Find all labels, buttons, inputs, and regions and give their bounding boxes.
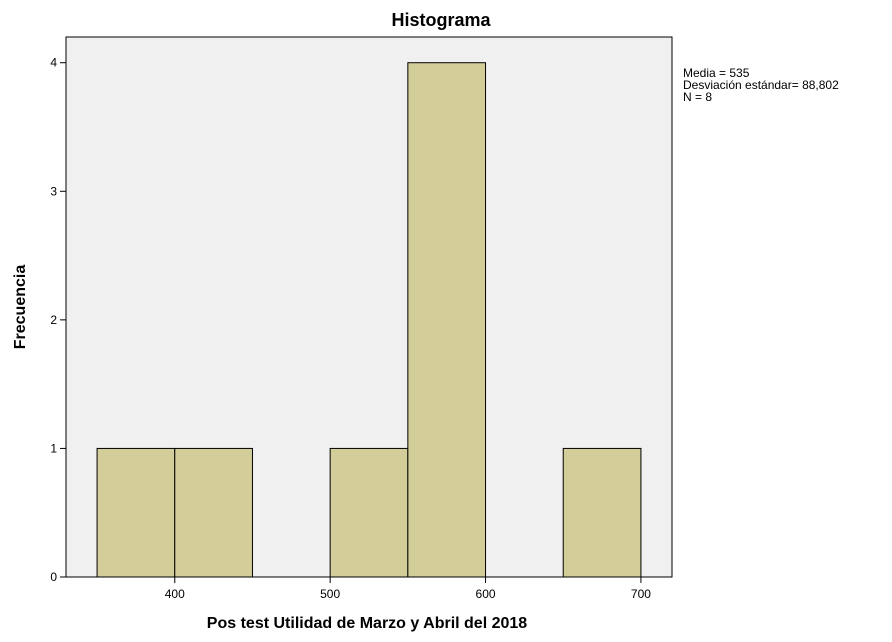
- x-tick-label: 500: [320, 587, 340, 601]
- y-tick-label: 3: [50, 184, 57, 198]
- bars-group: [96, 62, 642, 578]
- x-tick-label: 700: [631, 587, 651, 601]
- histogram-bar: [329, 447, 409, 578]
- stat-n: N = 8: [683, 90, 712, 104]
- y-tick-label: 1: [50, 441, 57, 455]
- histogram-bar: [96, 447, 176, 578]
- y-axis: 0 1 2 3 4: [50, 56, 66, 584]
- x-axis: 400 500 600 700: [165, 577, 651, 601]
- x-axis-label: Pos test Utilidad de Marzo y Abril del 2…: [207, 615, 527, 632]
- y-axis-label: Frecuencia: [12, 265, 29, 350]
- x-tick-label: 400: [165, 587, 185, 601]
- y-tick-label: 0: [50, 570, 57, 584]
- y-tick-label: 2: [50, 313, 57, 327]
- y-tick-label: 4: [50, 56, 57, 70]
- stat-std-dev: Desviación estándar= 88,802: [683, 78, 839, 92]
- histogram-bar: [407, 62, 487, 578]
- histogram-bar: [174, 447, 253, 578]
- stat-mean: Media = 535: [683, 66, 750, 80]
- chart-title: Histograma: [391, 10, 491, 30]
- stats-box: Media = 535 Desviación estándar= 88,802 …: [683, 66, 839, 104]
- histogram-bar: [562, 447, 642, 578]
- x-tick-label: 600: [476, 587, 496, 601]
